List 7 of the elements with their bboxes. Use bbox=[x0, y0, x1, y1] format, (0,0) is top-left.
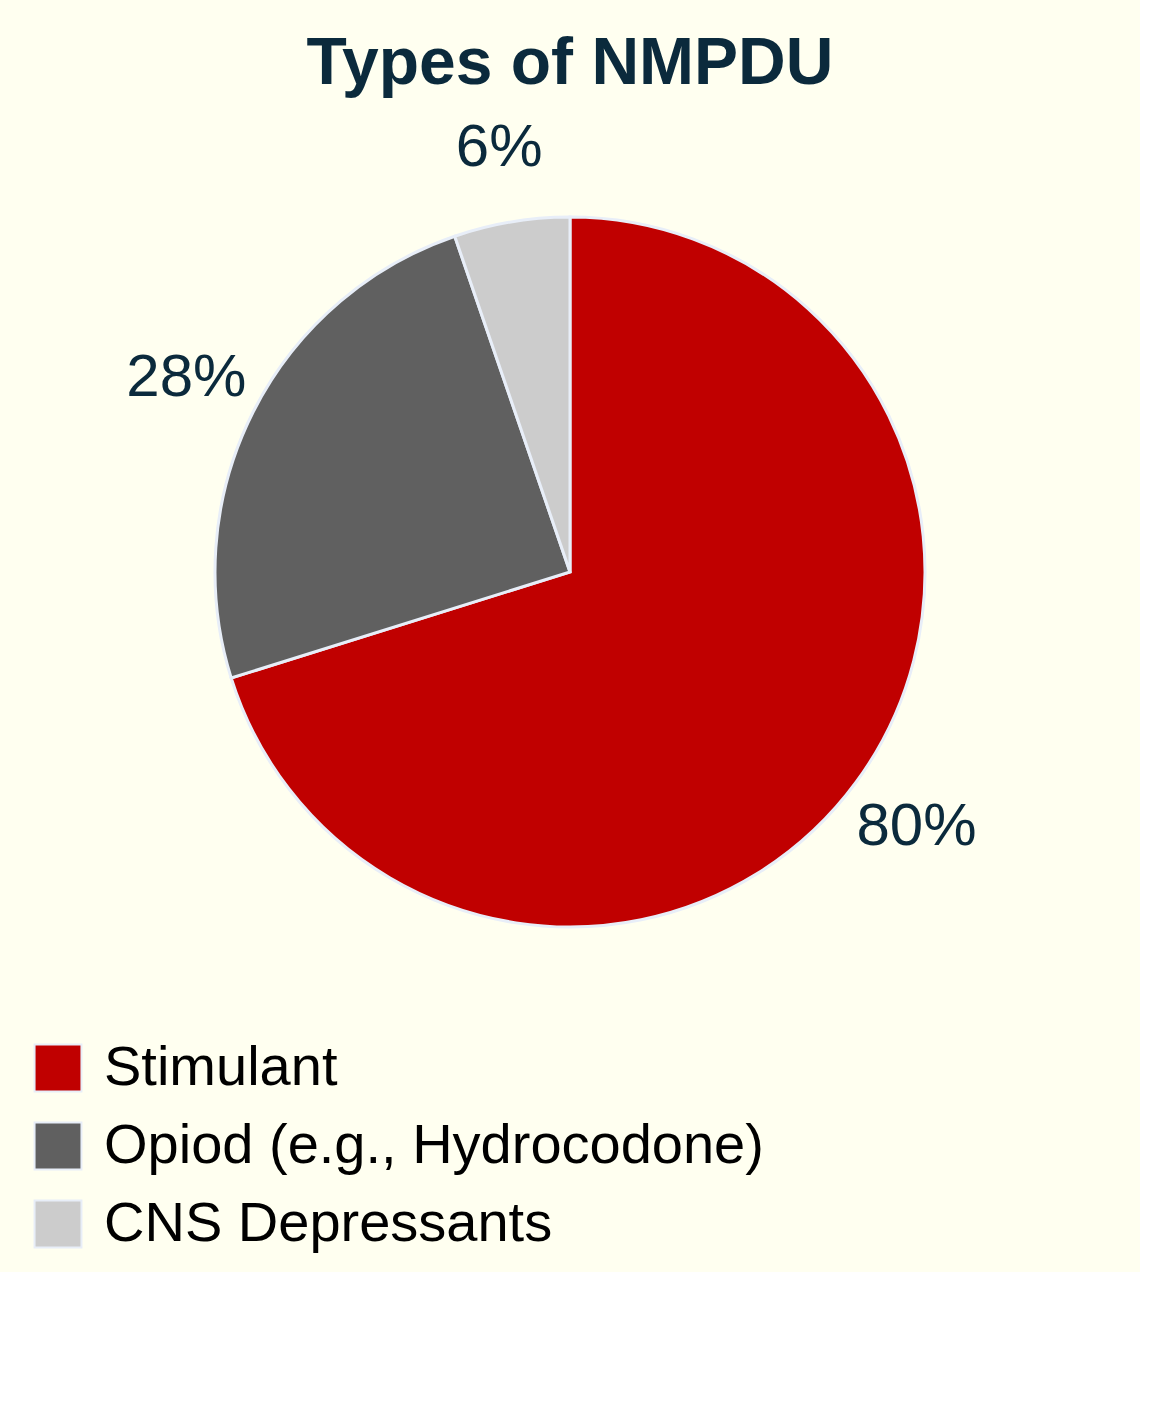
legend-label: Opiod (e.g., Hydrocodone) bbox=[104, 1112, 764, 1175]
legend-label: Stimulant bbox=[104, 1034, 338, 1097]
data-label: 28% bbox=[126, 341, 247, 409]
chart-title: Types of NMPDU bbox=[306, 23, 834, 98]
legend-label: CNS Depressants bbox=[104, 1190, 553, 1253]
data-label: 80% bbox=[856, 790, 977, 858]
data-label: 6% bbox=[455, 111, 543, 179]
